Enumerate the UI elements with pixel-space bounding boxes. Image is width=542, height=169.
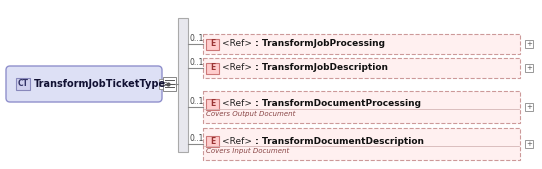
Text: E: E	[210, 100, 215, 108]
Text: <Ref>: <Ref>	[222, 100, 252, 108]
Bar	[203, 34, 520, 54]
Text: E: E	[210, 40, 215, 49]
Bar	[178, 18, 188, 152]
Text: <Ref>: <Ref>	[222, 137, 252, 146]
Bar	[206, 39, 219, 50]
Bar	[206, 63, 219, 74]
Text: +: +	[526, 41, 532, 47]
Text: Covers Input Document: Covers Input Document	[206, 148, 289, 154]
Bar	[159, 79, 167, 89]
FancyBboxPatch shape	[6, 66, 162, 102]
Text: <Ref>: <Ref>	[222, 40, 252, 49]
Bar	[525, 103, 533, 111]
Text: +: +	[526, 65, 532, 71]
Text: +: +	[526, 141, 532, 147]
Text: : TransformJobProcessing: : TransformJobProcessing	[252, 40, 385, 49]
Text: <Ref>: <Ref>	[222, 64, 252, 73]
Bar	[206, 99, 219, 110]
Text: 0..1: 0..1	[190, 58, 204, 67]
Text: 0..1: 0..1	[190, 134, 204, 143]
Text: Covers Output Document: Covers Output Document	[206, 111, 295, 117]
Bar	[203, 91, 520, 123]
Text: +: +	[526, 104, 532, 110]
Bar	[16, 78, 30, 90]
Text: E: E	[210, 64, 215, 73]
Bar	[525, 140, 533, 148]
Text: TransformJobTicketType: TransformJobTicketType	[34, 79, 166, 89]
Text: : TransformDocumentProcessing: : TransformDocumentProcessing	[252, 100, 421, 108]
Bar	[203, 58, 520, 78]
Bar	[163, 77, 176, 91]
Text: E: E	[210, 137, 215, 146]
Bar	[206, 136, 219, 147]
Text: 0..1: 0..1	[190, 97, 204, 106]
Text: : TransformDocumentDescription: : TransformDocumentDescription	[252, 137, 424, 146]
Bar	[203, 128, 520, 160]
Bar	[525, 40, 533, 48]
Text: CT: CT	[17, 79, 29, 89]
Bar	[525, 64, 533, 72]
Text: : TransformJobDescription: : TransformJobDescription	[252, 64, 388, 73]
Text: 0..1: 0..1	[190, 34, 204, 43]
